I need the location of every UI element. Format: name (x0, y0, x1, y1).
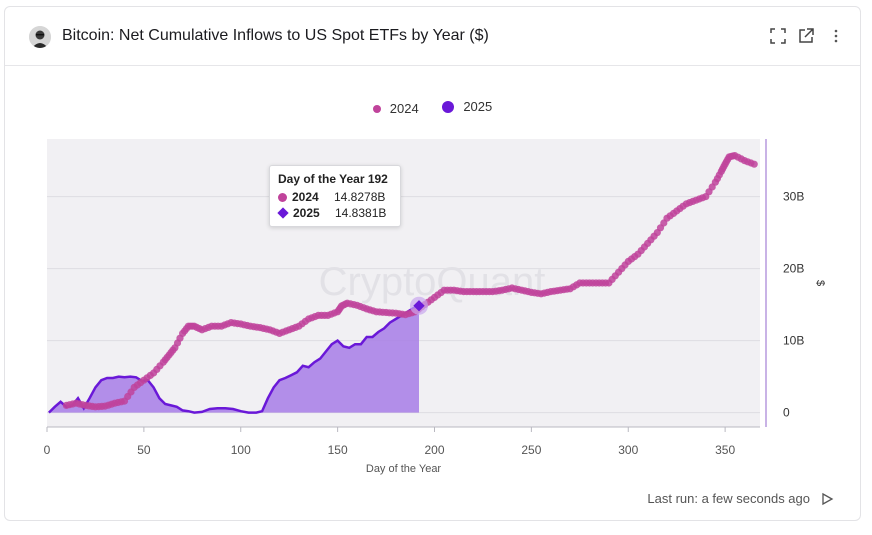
x-tick-label: 300 (618, 443, 638, 457)
axes: 0 50 100 150 200 250 300 350 0 10B 20B 30B Day of th… (44, 139, 826, 475)
tooltip-value: 14.8278B (334, 190, 386, 204)
x-tick-label: 150 (328, 443, 348, 457)
x-tick-label: 50 (137, 443, 151, 457)
legend-item-2025[interactable]: 2025 (442, 99, 492, 114)
y-axis-label: $ (814, 280, 826, 286)
y-tick-label: 10B (783, 334, 804, 348)
y-tick-label: 30B (783, 190, 804, 204)
x-axis-label: Day of the Year (366, 463, 442, 475)
expand-icon[interactable] (769, 27, 787, 45)
external-link-icon[interactable] (797, 27, 815, 45)
tooltip: Day of the Year 192 2024 14.8278B 2025 1… (269, 165, 401, 227)
y-tick-label: 0 (783, 406, 790, 420)
tooltip-series-name: 2025 (293, 206, 320, 220)
x-tick-label: 200 (424, 443, 444, 457)
legend-marker-2025 (442, 100, 455, 113)
tooltip-marker-2025 (277, 207, 289, 219)
chart-legend: 2024 2025 (5, 99, 860, 116)
card-header: Bitcoin: Net Cumulative Inflows to US Sp… (5, 7, 860, 66)
legend-label-2025: 2025 (463, 99, 493, 114)
y-tick-label: 20B (783, 262, 804, 276)
play-icon[interactable] (820, 492, 834, 506)
last-run-text: Last run: a few seconds ago (647, 491, 810, 506)
footer: Last run: a few seconds ago (647, 491, 834, 506)
x-tick-label: 0 (44, 443, 51, 457)
avatar-icon (29, 26, 51, 48)
tooltip-title: Day of the Year 192 (278, 172, 388, 186)
hover-markers (410, 296, 428, 315)
series-2024-point (750, 160, 758, 168)
chart-title: Bitcoin: Net Cumulative Inflows to US Sp… (62, 27, 489, 44)
user-avatar (29, 26, 51, 48)
tooltip-row-2025: 2025 14.8381B (277, 205, 392, 221)
legend-marker-2024 (372, 104, 381, 113)
legend-label-2024: 2024 (389, 101, 419, 116)
hover-marker-2025 (413, 300, 425, 312)
legend-item-2024[interactable]: 2024 (372, 101, 419, 116)
x-tick-label: 250 (521, 443, 541, 457)
series-2024-points (62, 152, 758, 411)
more-vertical-icon[interactable] (827, 27, 845, 45)
tooltip-marker-2024 (278, 192, 287, 202)
tooltip-row-2024: 2024 14.8278B (278, 189, 392, 205)
tooltip-value: 14.8381B (335, 206, 387, 220)
x-tick-label: 350 (715, 443, 735, 457)
series-2025-line (48, 304, 420, 414)
tooltip-series-name: 2024 (292, 190, 319, 204)
x-tick-label: 100 (231, 443, 251, 457)
